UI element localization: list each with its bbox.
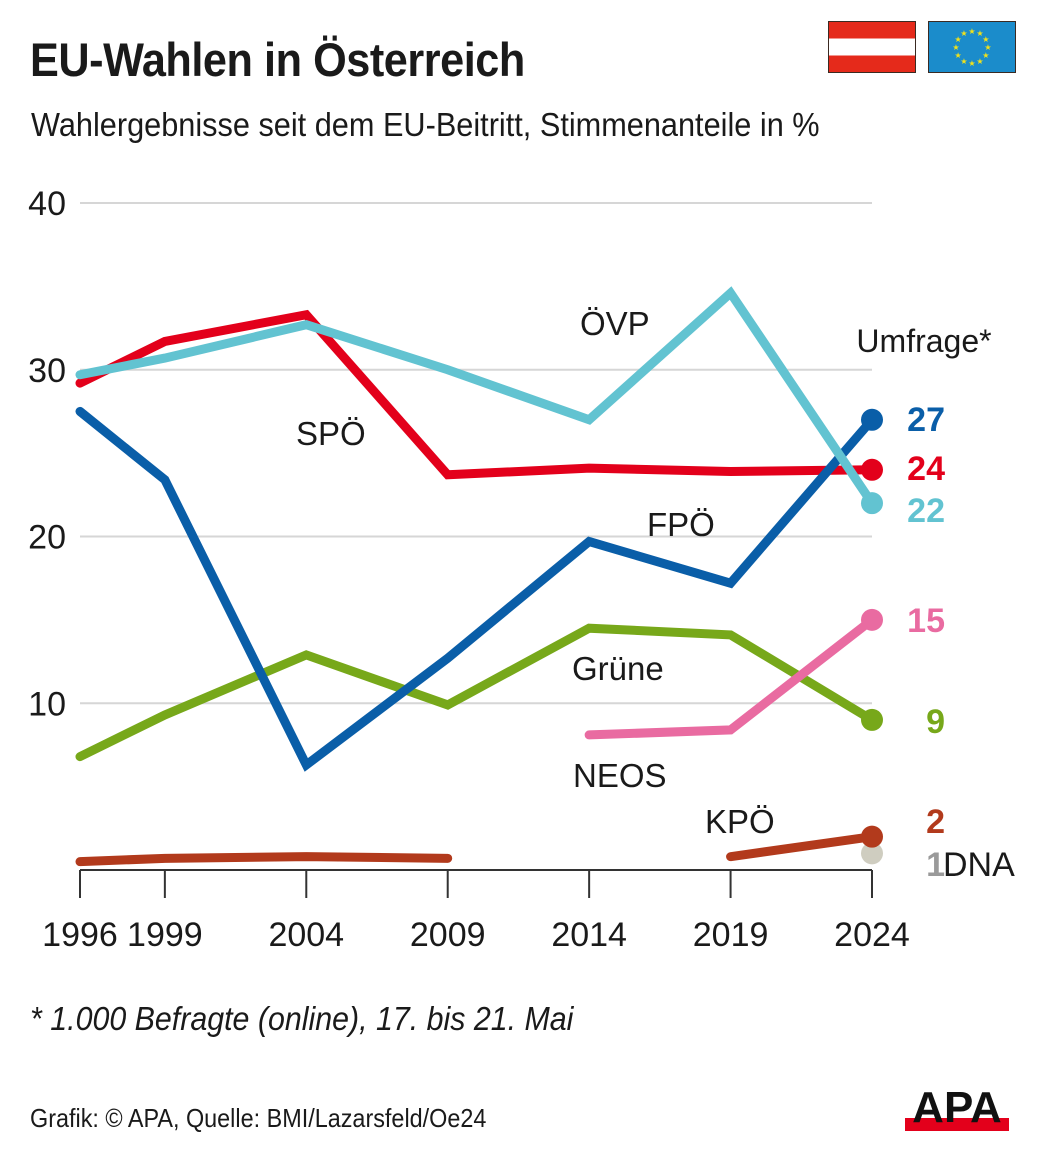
eu-stars-icon: ★ ★★★★★★★★★★★ (952, 27, 991, 68)
poll-dot-övp (861, 492, 883, 515)
series-label-neos: NEOS (573, 757, 667, 794)
poll-dot-spö (861, 458, 883, 481)
poll-dot-dna (861, 842, 883, 865)
apa-logo-text: APA (912, 1084, 1002, 1132)
series-label-fpö: FPÖ (647, 506, 715, 543)
series-label-kpö: KPÖ (705, 803, 775, 840)
austria-flag-icon (828, 21, 916, 73)
x-tick-label: 2014 (551, 916, 627, 954)
y-tick-label: 20 (28, 519, 66, 557)
series-labels: Umfrage* DNA ÖVP SPÖ FPÖ Grüne NEOS KPÖ (296, 305, 1015, 884)
eu-star-icon: ★ (976, 57, 983, 66)
eu-star-icon: ★ (982, 35, 989, 44)
x-tick-label: 2024 (834, 916, 910, 954)
poll-value-neos: 15 (907, 602, 945, 640)
eu-star-icon: ★ (976, 29, 983, 38)
gridlines (80, 202, 872, 705)
series-label-övp: ÖVP (580, 305, 650, 342)
series-label-grüne: Grüne (572, 650, 664, 687)
chart-subtitle: Wahlergebnisse seit dem EU-Beitritt, Sti… (31, 106, 820, 143)
poll-value-fpö: 27 (907, 401, 945, 439)
poll-value-grüne: 9 (926, 703, 945, 741)
poll-value-dna: 1 (926, 846, 945, 884)
apa-logo: APA (905, 1084, 1009, 1132)
y-tick-label: 10 (28, 685, 66, 723)
y-tick-label: 40 (28, 185, 66, 223)
series-line-neos (584, 615, 877, 740)
poll-dot-neos (861, 608, 883, 631)
eu-star-icon: ★ (968, 27, 975, 36)
series-line-övp (75, 286, 877, 508)
x-tick-label: 2009 (410, 916, 486, 954)
poll-dot-fpö (861, 408, 883, 431)
eu-star-icon: ★ (968, 59, 975, 68)
chart-title: EU-Wahlen in Österreich (30, 33, 525, 86)
series-line-kpö (726, 832, 877, 862)
x-axis-labels: 1996 1999 2004 2009 2014 2019 2024 (42, 916, 910, 954)
x-tick-label: 1996 (42, 916, 118, 954)
eu-flag-icon: ★ ★ ★ ★ ★ ★ ★ ★ ★ ★ ★ ★ (928, 21, 1016, 73)
series-lines (75, 286, 877, 867)
series-line-grüne (75, 623, 877, 762)
x-tick-label: 1999 (127, 916, 203, 954)
eu-star-icon: ★ (955, 51, 962, 60)
x-tick-label: 2019 (693, 916, 769, 954)
apa-logo-bar (905, 1118, 1009, 1131)
series-line-kpö (75, 852, 453, 867)
series-line-spö (75, 309, 877, 480)
poll-dots (861, 408, 883, 865)
source-credit: Grafik: © APA, Quelle: BMI/Lazarsfeld/Oe… (30, 1103, 487, 1133)
poll-value-kpö: 2 (926, 803, 945, 841)
series-line-fpö (75, 406, 877, 772)
x-axis (79, 869, 873, 898)
eu-star-icon: ★ (960, 29, 967, 38)
series-label-spö: SPÖ (296, 415, 366, 452)
poll-dot-grüne (861, 708, 883, 731)
eu-star-icon: ★ (982, 51, 989, 60)
poll-value-övp: 22 (907, 492, 945, 530)
eu-star-icon: ★ (984, 43, 991, 52)
eu-star-icon: ★ (955, 35, 962, 44)
poll-dot-kpö (861, 825, 883, 848)
eu-star-icon: ★ (952, 43, 959, 52)
x-tick-label: 2004 (268, 916, 344, 954)
series-label-dna: DNA (943, 846, 1015, 884)
eu-star-icon: ★ (960, 57, 967, 66)
poll-label: Umfrage* (856, 323, 991, 359)
y-axis-labels: 10 20 30 40 (28, 185, 66, 723)
footnote: * 1.000 Befragte (online), 17. bis 21. M… (30, 1000, 574, 1037)
line-chart: 10 20 30 40 1996 1999 2004 2009 2014 2019 2024 Um… (28, 185, 1015, 954)
y-tick-label: 30 (28, 352, 66, 390)
poll-value-spö: 24 (907, 450, 945, 488)
